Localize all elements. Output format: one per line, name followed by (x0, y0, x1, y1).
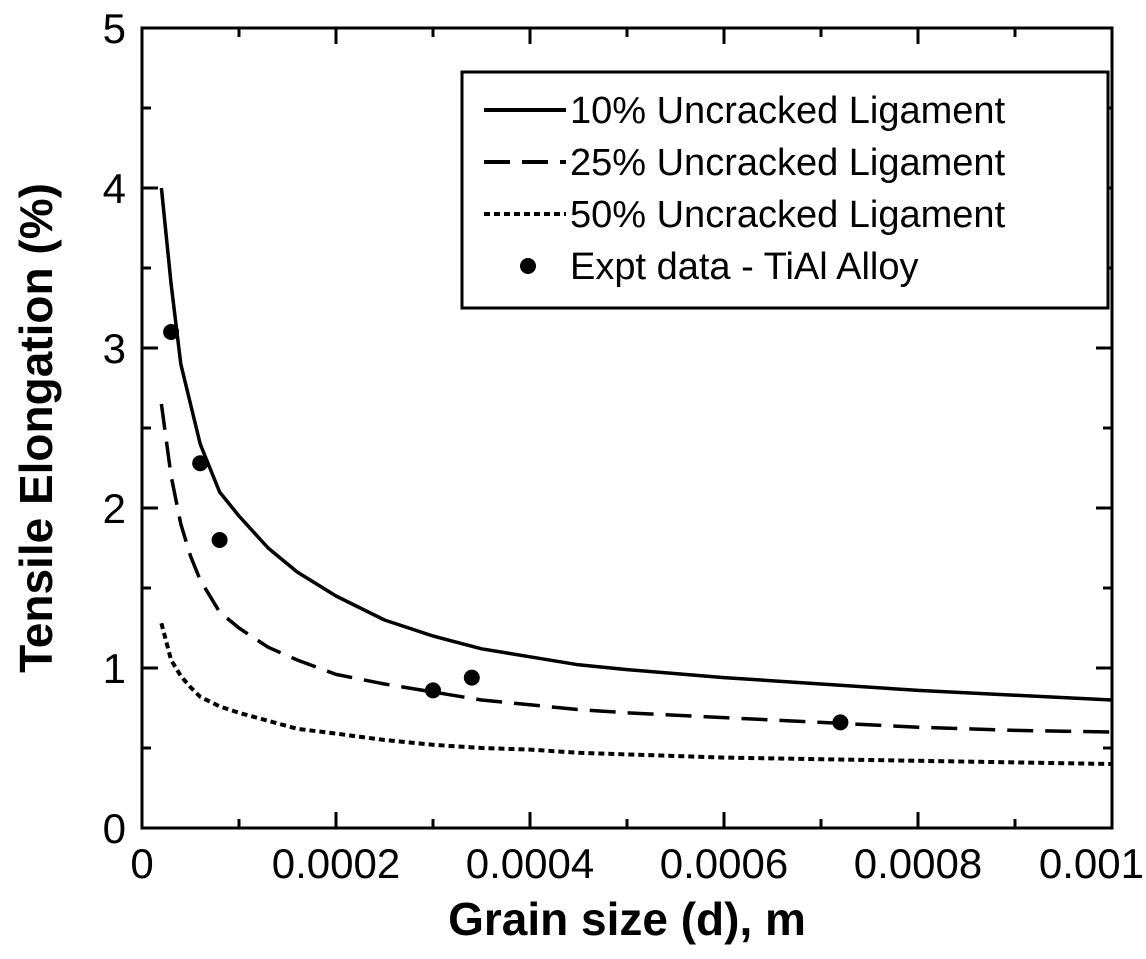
y-tick-label: 2 (103, 485, 126, 532)
x-tick-label: 0.001 (1039, 840, 1144, 887)
expt-data-point (192, 455, 209, 472)
series-line-3 (159, 622, 1113, 766)
x-axis-title: Grain size (d), m (448, 893, 806, 945)
x-tick-label: 0.0008 (854, 840, 982, 887)
x-tick-label: 0.0002 (272, 840, 400, 887)
y-tick-label: 4 (103, 165, 126, 212)
x-tick-label: 0.0004 (466, 840, 594, 887)
y-tick-label: 5 (103, 5, 126, 52)
series-line-2 (159, 403, 1113, 734)
legend: 10% Uncracked Ligament 25% Uncracked Liga… (460, 70, 1110, 310)
legend-label: 25% Uncracked Ligament (570, 142, 1006, 184)
y-tick-label: 3 (103, 325, 126, 372)
legend-label: 50% Uncracked Ligament (570, 194, 1006, 236)
expt-data-point (425, 682, 441, 699)
expt-data-point (211, 532, 228, 548)
y-tick-label: 1 (103, 645, 126, 692)
series-line-1 (159, 187, 1113, 702)
legend-box (460, 70, 1110, 310)
x-tick-label: 0.0006 (660, 840, 788, 887)
expt-data-point (832, 714, 849, 731)
y-tick-label: 0 (103, 805, 126, 852)
x-tick-label: 0 (130, 840, 153, 887)
legend-label: 10% Uncracked Ligament (570, 90, 1006, 132)
series-layer (159, 187, 1113, 766)
y-axis-title: Tensile Elongation (%) (10, 183, 62, 673)
legend-label: Expt data - TiAl Alloy (570, 246, 919, 288)
legend-marker (520, 258, 536, 274)
expt-data-point (463, 669, 480, 686)
tick-labels: 0 0.0002 0.0004 0.0006 0.0008 0.001 0 1 2 3 4 5 (103, 5, 1144, 887)
expt-data-point (163, 324, 180, 340)
